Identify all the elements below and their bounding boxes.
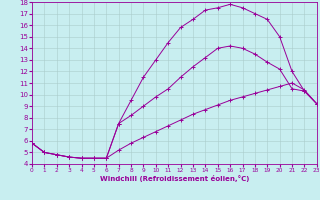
X-axis label: Windchill (Refroidissement éolien,°C): Windchill (Refroidissement éolien,°C) — [100, 175, 249, 182]
